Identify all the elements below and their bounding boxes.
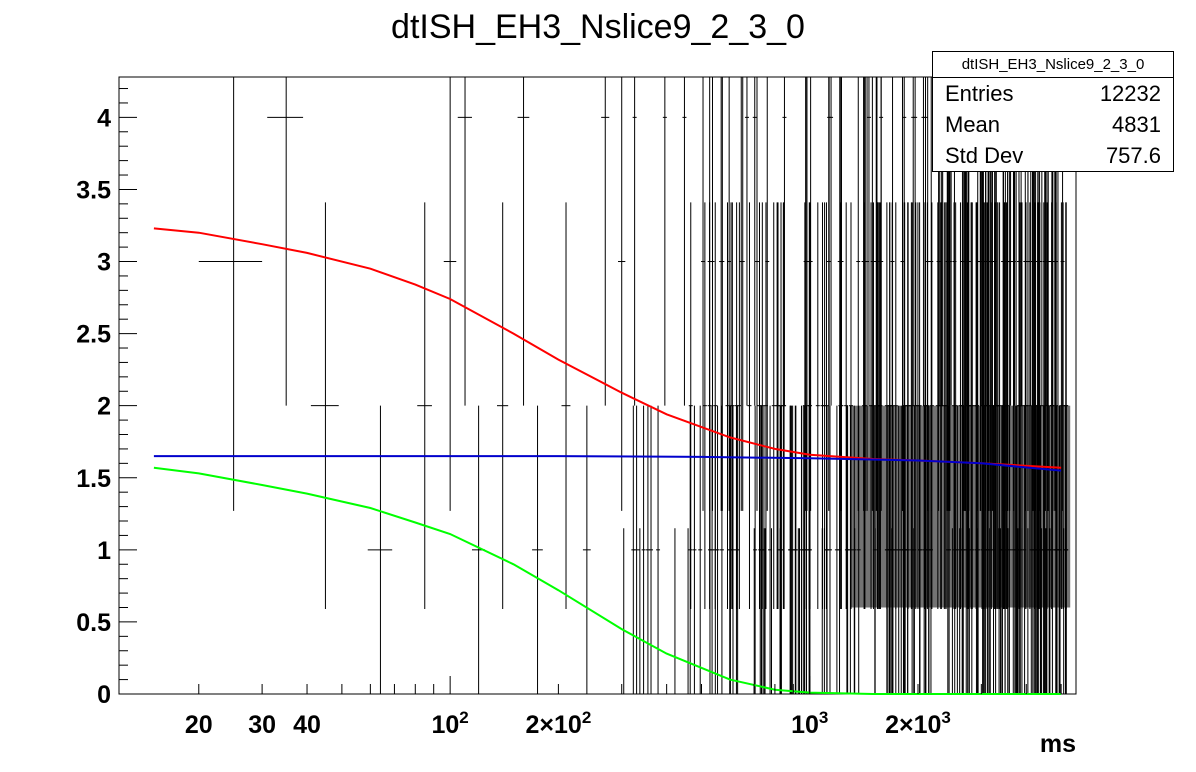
series-line-1 — [153, 455, 1062, 472]
plot-frame — [118, 76, 1077, 695]
stats-box-title: dtISH_EH3_Nslice9_2_3_0 — [933, 52, 1173, 78]
data-point-group — [618, 77, 626, 511]
x-tick-label: 2×102 — [526, 708, 592, 739]
y-tick-label: 2 — [97, 393, 111, 421]
x-tick-label: 2×103 — [885, 708, 951, 739]
stats-box: dtISH_EH3_Nslice9_2_3_0 Entries 12232 Me… — [932, 51, 1174, 172]
data-point-group — [517, 77, 530, 406]
y-tick-label: 0 — [97, 681, 111, 709]
y-tick-label: 0.5 — [76, 609, 111, 637]
data-point-group — [561, 202, 571, 609]
x-axis-label: ms — [1040, 730, 1076, 758]
stats-row-entries: Entries 12232 — [933, 78, 1173, 109]
stats-label: Mean — [945, 112, 1001, 137]
data-point-group — [532, 405, 543, 694]
stats-label: Entries — [945, 81, 1014, 106]
y-axis: 0 0.5 1 1.5 2 2.5 3 3.5 4 — [76, 88, 137, 709]
data-point-group — [457, 77, 472, 406]
x-tick-label: 103 — [791, 708, 828, 739]
data-point-group — [367, 405, 393, 694]
x-tick-label: 102 — [431, 708, 468, 739]
x-axis: 20 30 40 102 2×102 103 2×103 — [185, 676, 1062, 739]
dense-band — [850, 405, 1071, 608]
y-tick-label: 1 — [97, 537, 111, 565]
y-tick-label: 2.5 — [76, 321, 111, 349]
x-tick-label: 20 — [185, 711, 213, 739]
data-point-group — [633, 405, 640, 694]
data-point-group — [310, 202, 339, 609]
data-point-group — [198, 77, 263, 511]
data-point-group — [601, 77, 610, 406]
chart-title: dtISH_EH3_Nslice9_2_3_0 — [391, 8, 805, 46]
data-point-group — [417, 202, 432, 609]
stats-value: 4831 — [1112, 112, 1161, 137]
stats-row-mean: Mean 4831 — [933, 109, 1173, 140]
data-point-group — [443, 77, 457, 511]
x-tick-label: 40 — [293, 711, 321, 739]
data-point-group — [497, 202, 509, 609]
data-point-group — [267, 77, 304, 406]
stats-value: 757.6 — [1105, 143, 1161, 168]
y-tick-label: 1.5 — [76, 465, 111, 493]
stats-label: Std Dev — [945, 143, 1024, 168]
y-tick-label: 3.5 — [76, 176, 111, 204]
stats-row-stddev: Std Dev 757.6 — [933, 140, 1173, 171]
x-tick-label: 30 — [248, 711, 276, 739]
data-point-group — [582, 405, 591, 694]
stats-value: 12232 — [1099, 81, 1161, 106]
series-line-2 — [153, 466, 1062, 695]
y-tick-label: 3 — [97, 249, 111, 277]
y-tick-label: 4 — [97, 104, 111, 132]
